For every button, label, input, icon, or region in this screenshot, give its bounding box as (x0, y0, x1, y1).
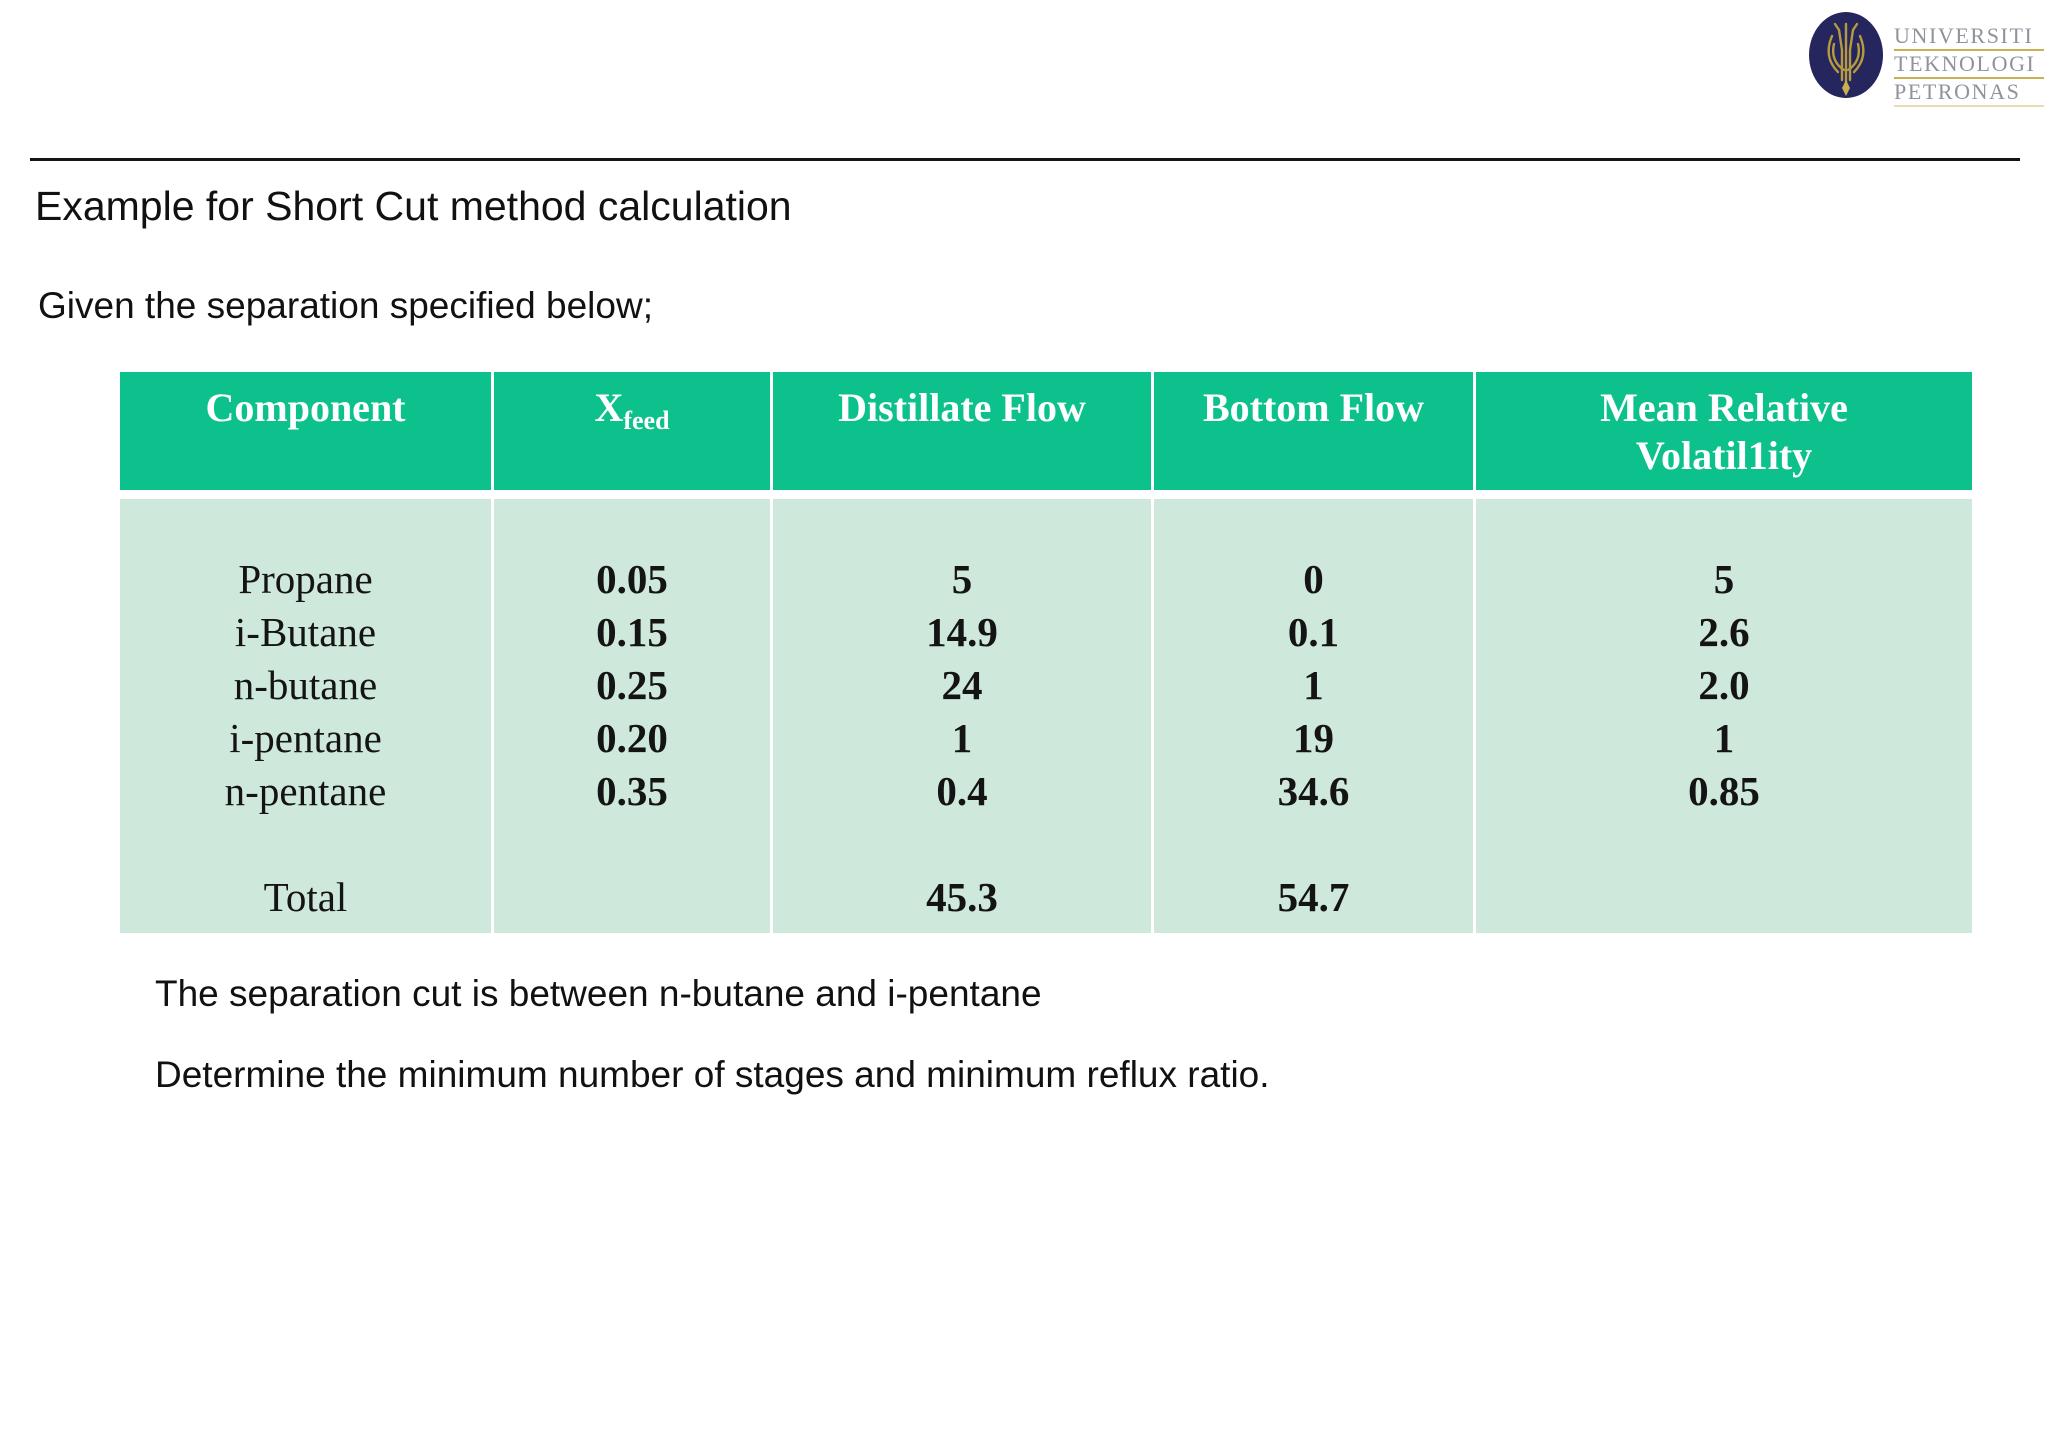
table-column-bottom-flow: 0 0.1 1 19 34.6 54.7 (1154, 499, 1476, 933)
table-cell-value (773, 818, 1151, 871)
logo-gold-rule (1894, 105, 2044, 107)
header-cell-distillate-flow: Distillate Flow (773, 372, 1154, 490)
table-cell-value: 19 (1293, 715, 1334, 761)
page-title: Example for Short Cut method calculation (35, 183, 792, 229)
table-cell-value (1476, 818, 1972, 871)
table-cell-value (494, 871, 770, 924)
table-cell-value: 1 (1713, 715, 1735, 761)
table-cell-value (1154, 818, 1473, 871)
determine-note: Determine the minimum number of stages a… (155, 1054, 1270, 1095)
table-cell-value: 0.05 (596, 556, 668, 602)
logo-word-petronas: PETRONAS (1894, 79, 2021, 104)
table-column-component: Propane i-Butane n-butane i-pentane n-pentan… (120, 499, 494, 933)
table-cell-value: n-butane (233, 662, 378, 708)
table-cell-value: 24 (941, 662, 983, 708)
table-cell-value: 0.25 (596, 662, 668, 708)
table-cell-value: 0 (1303, 556, 1324, 602)
table-cell-value: 0.85 (1688, 768, 1760, 814)
table-cell-value (120, 818, 491, 871)
utp-logo-text: UNIVERSITI TEKNOLOGI PETRONAS (1894, 24, 2044, 108)
header-cell-mean-relative-volatility: Mean Relative Volatil1ity (1476, 372, 1972, 490)
logo-gold-rule (1894, 77, 2044, 79)
table-cell-value: 54.7 (1277, 874, 1350, 920)
table-column-distillate-flow: 5 14.9 24 1 0.4 45.3 (773, 499, 1154, 933)
header-cell-xfeed: Xfeed (494, 372, 773, 490)
table-cell-value: 5 (1713, 556, 1735, 602)
components-table: Component Xfeed Distillate Flow Bottom F… (120, 372, 1972, 933)
table-cell-value: 2.0 (1698, 662, 1750, 708)
table-cell-value: 45.3 (926, 874, 998, 920)
table-cell-value: n-pentane (224, 768, 387, 814)
table-cell-value: Total (263, 874, 348, 920)
intro-text: Given the separation specified below; (38, 285, 653, 326)
logo-word-universiti: UNIVERSITI (1894, 23, 2034, 48)
table-cell-value: 1 (1303, 662, 1324, 708)
header-cell-component: Component (120, 372, 494, 490)
table-cell-value: 5 (951, 556, 973, 602)
xfeed-subscript: feed (623, 406, 670, 436)
table-cell-value: 14.9 (926, 609, 998, 655)
table-cell-value: Propane (238, 556, 373, 602)
table-cell-value: i-Butane (234, 609, 377, 655)
table-header-row: Component Xfeed Distillate Flow Bottom F… (120, 372, 1972, 490)
table-cell-value: 0.20 (596, 715, 668, 761)
separation-cut-note: The separation cut is between n-butane a… (155, 973, 1042, 1014)
header-divider-line (30, 158, 2020, 161)
utp-logo: UNIVERSITI TEKNOLOGI PETRONAS (1806, 8, 2046, 107)
logo-word-teknologi: TEKNOLOGI (1894, 51, 2036, 76)
table-cell-value: 0.1 (1287, 609, 1340, 655)
utp-emblem-icon (1809, 12, 1883, 98)
table-cell-value (494, 818, 770, 871)
table-cell-value: 34.6 (1277, 768, 1350, 814)
header-cell-bottom-flow: Bottom Flow (1154, 372, 1476, 490)
table-cell-value: 1 (951, 715, 973, 761)
table-cell-value: 0.15 (596, 609, 668, 655)
table-cell-value: 2.6 (1698, 609, 1750, 655)
table-column-mean-relative-volatility: 5 2.6 2.0 1 0.85 (1476, 499, 1972, 933)
table-cell-value: i-pentane (229, 715, 382, 761)
logo-gold-rule (1894, 49, 2044, 51)
table-cell-value: 0.4 (936, 768, 988, 814)
xfeed-base: X (594, 385, 624, 430)
table-body: Propane i-Butane n-butane i-pentane n-pentan… (120, 499, 1972, 933)
table-column-xfeed: 0.05 0.15 0.25 0.20 0.35 (494, 499, 773, 933)
table-cell-value (1476, 871, 1972, 924)
table-cell-value: 0.35 (596, 768, 668, 814)
